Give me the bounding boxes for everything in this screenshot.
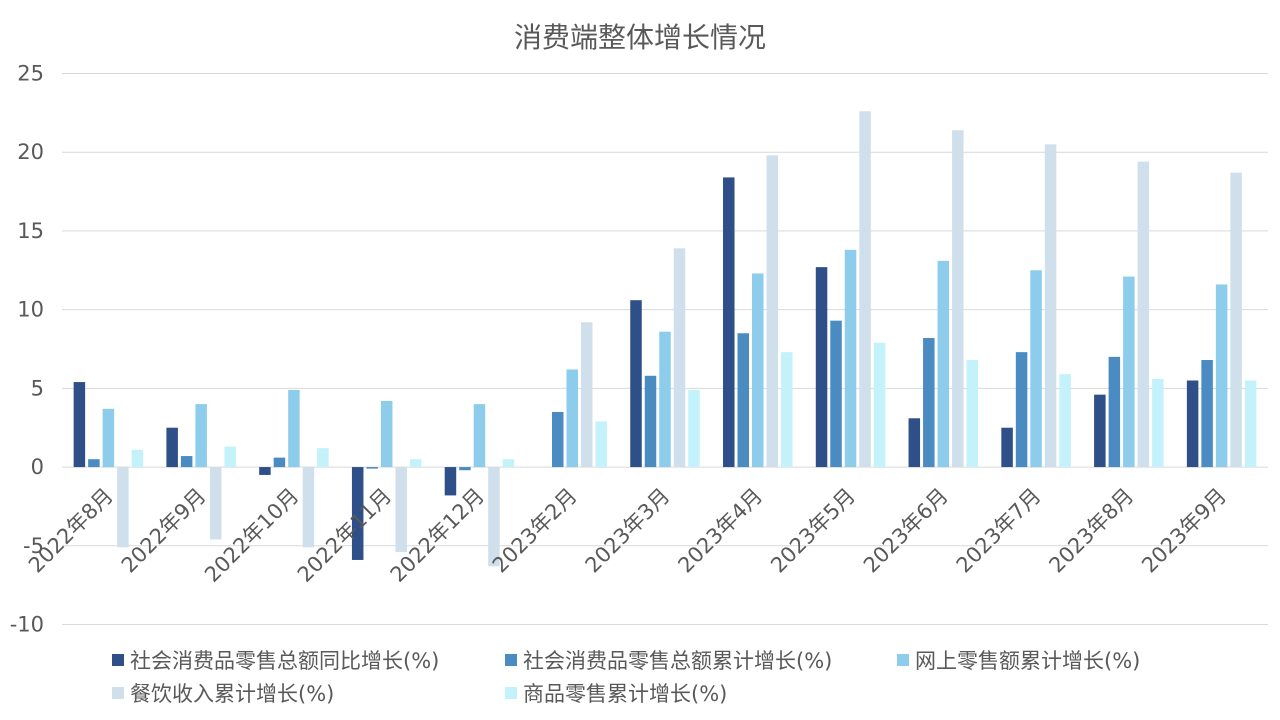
legend-label: 社会消费品零售总额累计增长(%) xyxy=(523,649,832,673)
bar xyxy=(737,333,750,468)
bar xyxy=(395,467,407,553)
bar xyxy=(1215,284,1228,468)
bar xyxy=(302,467,315,548)
bar xyxy=(830,320,842,468)
legend-swatch xyxy=(897,654,909,666)
bar xyxy=(102,408,115,468)
bar xyxy=(644,375,657,468)
bar xyxy=(1244,380,1257,468)
bar xyxy=(288,389,300,468)
bar xyxy=(1030,270,1042,468)
x-tick-label: 2023年5月 xyxy=(766,484,860,578)
legend-label: 商品零售累计增长(%) xyxy=(523,682,727,706)
bar xyxy=(317,448,329,468)
bar xyxy=(502,459,515,468)
bar xyxy=(209,467,222,540)
bar xyxy=(1015,352,1028,468)
bar xyxy=(908,418,921,468)
bar xyxy=(473,404,486,468)
legend-label: 网上零售额累计增长(%) xyxy=(915,649,1140,673)
x-tick-label: 2022年8月 xyxy=(24,484,118,578)
bar xyxy=(1137,161,1150,468)
bar xyxy=(1001,427,1013,468)
bar xyxy=(488,467,500,567)
bar xyxy=(844,249,857,468)
bar xyxy=(781,352,793,468)
bar xyxy=(937,260,950,468)
bar xyxy=(1186,380,1199,468)
x-tick-label: 2023年4月 xyxy=(673,484,767,578)
y-tick-label: -5 xyxy=(23,534,44,558)
bar xyxy=(117,467,129,548)
bar xyxy=(659,331,671,468)
bar xyxy=(1230,172,1242,468)
bar xyxy=(1059,374,1071,468)
x-tick-label: 2023年9月 xyxy=(1137,484,1231,578)
x-axis-ticks: 2022年8月2022年9月2022年10月2022年11月2022年12月20… xyxy=(24,484,1231,587)
bar xyxy=(723,177,735,468)
chart-title: 消费端整体增长情况 xyxy=(514,21,766,54)
bar xyxy=(673,248,686,468)
legend-swatch xyxy=(505,687,517,699)
bar xyxy=(180,456,193,468)
bar xyxy=(1094,394,1106,468)
y-tick-label: 15 xyxy=(17,219,44,243)
y-tick-label: 20 xyxy=(17,140,44,164)
bar xyxy=(444,467,457,496)
bar xyxy=(166,427,178,468)
bar xyxy=(873,342,886,468)
bar xyxy=(859,111,871,468)
bar xyxy=(595,421,607,468)
bar xyxy=(630,300,642,468)
bar xyxy=(551,411,564,468)
legend-swatch xyxy=(112,654,124,666)
bar xyxy=(380,400,393,468)
legend: 社会消费品零售总额同比增长(%) 社会消费品零售总额累计增长(%) 网上零售额累计增… xyxy=(112,649,1140,706)
legend-swatch xyxy=(505,654,517,666)
bar xyxy=(580,322,593,468)
bar xyxy=(273,457,286,468)
bar xyxy=(1123,276,1135,468)
legend-label: 社会消费品零售总额同比增长(%) xyxy=(130,649,439,673)
bar xyxy=(766,155,779,468)
bar xyxy=(1044,144,1057,468)
y-tick-label: 25 xyxy=(17,62,44,86)
y-tick-label: -10 xyxy=(10,613,44,637)
y-tick-label: 0 xyxy=(31,455,44,479)
bar xyxy=(459,467,471,471)
y-tick-label: 10 xyxy=(17,298,44,322)
bar xyxy=(952,130,964,468)
bar xyxy=(409,459,422,468)
bar xyxy=(966,360,979,468)
x-tick-label: 2023年2月 xyxy=(488,484,582,578)
y-tick-label: 5 xyxy=(31,376,44,400)
bar xyxy=(224,446,236,468)
x-tick-label: 2023年6月 xyxy=(859,484,953,578)
bar xyxy=(73,382,86,468)
x-tick-label: 2022年9月 xyxy=(117,484,211,578)
bar xyxy=(195,404,207,468)
bar xyxy=(1152,378,1164,468)
bar xyxy=(88,459,100,468)
bar xyxy=(1108,356,1121,468)
bar xyxy=(351,467,364,560)
bars xyxy=(73,111,1257,567)
legend-swatch xyxy=(112,687,124,699)
bar xyxy=(566,369,578,468)
bar xyxy=(923,337,935,468)
bar xyxy=(752,273,764,468)
bar xyxy=(366,467,378,469)
x-tick-label: 2023年7月 xyxy=(952,484,1046,578)
bar xyxy=(131,449,144,468)
y-axis-ticks: -10 -5 0 5 10 15 20 25 xyxy=(10,62,44,637)
bar xyxy=(1201,360,1213,468)
bar xyxy=(259,467,271,475)
bar xyxy=(688,389,700,468)
x-tick-label: 2023年3月 xyxy=(581,484,675,578)
x-tick-label: 2023年8月 xyxy=(1044,484,1138,578)
legend-label: 餐饮收入累计增长(%) xyxy=(130,682,334,706)
bar xyxy=(815,267,828,468)
